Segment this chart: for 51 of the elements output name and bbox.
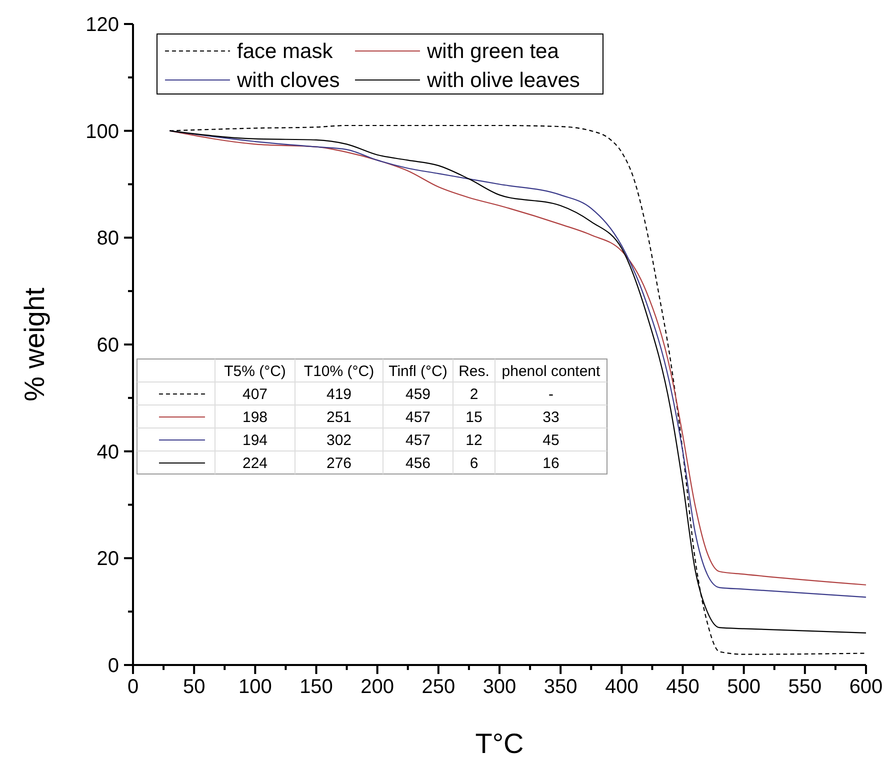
annotation: - <box>548 386 554 403</box>
x-tick-label: 0 <box>127 676 139 698</box>
annotation: 198 <box>242 409 268 426</box>
y-tick-label: 100 <box>86 120 119 143</box>
annotation: 407 <box>242 386 268 403</box>
x-tick-label: 150 <box>300 676 333 698</box>
legend-label: with cloves <box>236 69 340 92</box>
y-tick-label: 60 <box>96 334 119 356</box>
annotation: T5% (°C) <box>224 363 286 380</box>
x-tick-label: 550 <box>788 676 822 698</box>
annotation: 12 <box>466 432 482 449</box>
legend-label: with olive leaves <box>426 69 580 92</box>
x-axis-title: T°C <box>475 728 524 758</box>
x-tick-label: 500 <box>727 676 761 698</box>
x-tick-label: 200 <box>360 676 394 698</box>
legend-label: with green tea <box>426 40 560 63</box>
annotation: 459 <box>405 386 431 403</box>
annotation: 194 <box>242 432 268 449</box>
annotation: T10% (°C) <box>304 363 374 380</box>
annotation: 456 <box>405 455 431 472</box>
y-tick-label: 40 <box>96 441 119 464</box>
annotation: Res. <box>458 363 490 380</box>
annotation: Tinfl (°C) <box>388 363 448 380</box>
annotation: 15 <box>466 409 482 426</box>
annotation: 45 <box>542 432 560 449</box>
annotation: 419 <box>326 386 352 403</box>
legend-label: face mask <box>237 40 334 63</box>
y-tick-label: 120 <box>86 14 119 36</box>
annotation: 251 <box>326 409 352 426</box>
x-tick-label: 450 <box>666 676 700 698</box>
y-tick-label: 80 <box>96 228 119 250</box>
annotation: 2 <box>470 386 478 403</box>
x-tick-label: 250 <box>422 676 456 698</box>
x-tick-label: 350 <box>544 676 578 698</box>
x-tick-label: 300 <box>482 676 516 698</box>
x-tick-label: 400 <box>604 676 638 698</box>
annotation: 457 <box>405 409 431 426</box>
annotation: 276 <box>326 455 352 472</box>
y-tick-label: 20 <box>96 548 119 570</box>
annotation: 33 <box>542 409 560 426</box>
annotation: 224 <box>242 455 268 472</box>
y-tick-label: 0 <box>108 655 119 677</box>
annotation: 16 <box>542 455 560 472</box>
x-tick-label: 600 <box>849 676 883 698</box>
annotation: 457 <box>405 432 431 449</box>
y-axis-title: % weight <box>19 287 50 402</box>
annotation: 6 <box>470 455 478 472</box>
annotation: phenol content <box>502 363 602 380</box>
annotation: 302 <box>326 432 352 449</box>
x-tick-label: 50 <box>182 676 206 698</box>
x-tick-label: 100 <box>238 676 272 698</box>
